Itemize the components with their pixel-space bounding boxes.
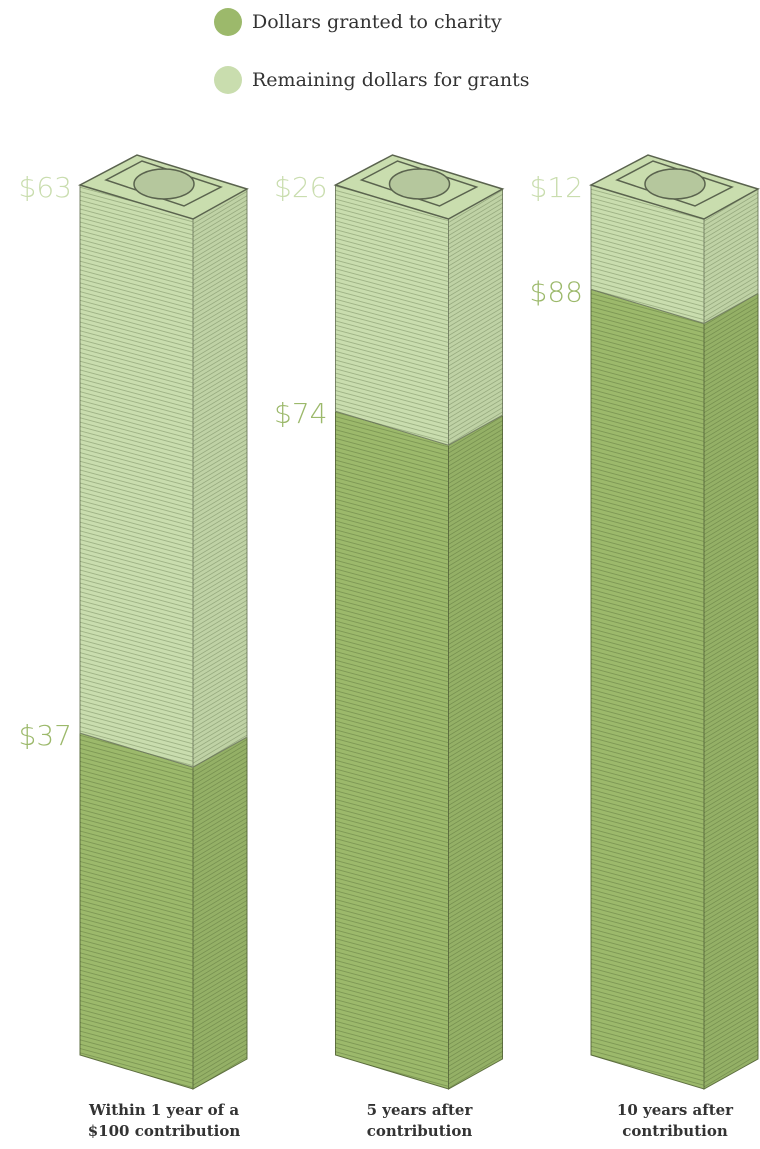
category-label: Within 1 year of a $100 contribution [79,1100,249,1142]
legend-item: Remaining dollars for grants [214,66,529,94]
segment-stripes [193,189,247,767]
segment-stripes [80,185,193,767]
plot: $37 $63 $74 $26 $88 $12 [0,0,760,1149]
value-label: $88 [530,275,583,308]
value-label: $12 [530,171,583,204]
chart: $37 $63 $74 $26 $88 $12 Dollars granted to ch… [0,0,760,1149]
segment-stripes [193,737,247,1089]
category-label: 5 years after contribution [335,1100,505,1142]
legend-swatch [214,8,242,36]
legend-swatch [214,66,242,94]
legend-label: Dollars granted to charity [252,11,502,33]
legend-label: Remaining dollars for grants [252,69,529,91]
segment-stripes [704,293,758,1089]
value-label: $37 [19,719,72,752]
segment-stripes [336,185,449,445]
banknote-seal [390,169,450,199]
legend-item: Dollars granted to charity [214,8,502,36]
category-label: 10 years after contribution [590,1100,760,1142]
banknote-seal [134,169,194,199]
value-label: $74 [274,397,327,430]
value-label: $63 [19,171,72,204]
segment-stripes [449,415,503,1089]
segment-stripes [591,289,704,1089]
segment-stripes [336,411,449,1089]
banknote-seal [645,169,705,199]
segment-stripes [80,733,193,1089]
value-label: $26 [274,171,327,204]
segment-stripes [449,189,503,445]
